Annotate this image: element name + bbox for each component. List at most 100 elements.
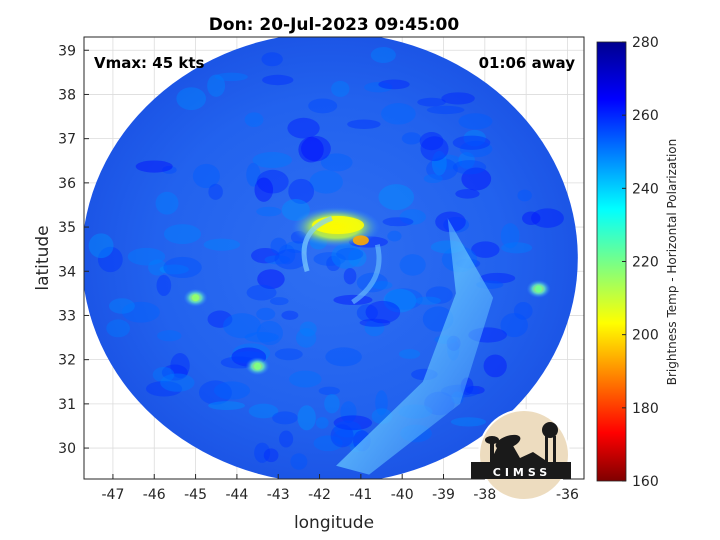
texture-blob: [320, 153, 353, 172]
texture-blob: [290, 453, 308, 470]
texture-blob: [256, 206, 282, 217]
axes-box: [83, 36, 585, 480]
time-away-annotation: 01:06 away: [479, 54, 576, 72]
texture-blob: [214, 72, 248, 82]
light-band: [336, 218, 494, 475]
texture-blob: [347, 119, 381, 130]
y-tick-label: 36: [58, 176, 76, 192]
texture-blob: [160, 373, 195, 392]
texture-blob: [452, 160, 487, 175]
texture-blob: [331, 80, 350, 97]
texture-blob: [340, 401, 357, 424]
texture-blob: [88, 233, 114, 259]
cimss-logo: CIMSS: [471, 409, 571, 501]
texture-blob: [450, 417, 487, 427]
texture-blob: [163, 224, 202, 245]
texture-blob: [309, 170, 343, 194]
x-tick-label: -42: [308, 487, 331, 503]
vmax-annotation: Vmax: 45 kts: [94, 54, 204, 72]
texture-blob: [417, 97, 446, 107]
texture-blob: [264, 255, 291, 265]
texture-blob: [269, 297, 289, 306]
texture-blob: [246, 284, 277, 301]
x-axis-title: longitude: [294, 513, 374, 533]
texture-blob: [378, 184, 415, 211]
texture-blob: [213, 381, 251, 400]
y-tick-label: 39: [58, 43, 76, 59]
texture-blob: [152, 366, 175, 383]
texture-blob: [419, 132, 444, 151]
texture-blob: [399, 209, 426, 225]
texture-blob: [263, 448, 279, 463]
texture-blob: [500, 312, 528, 338]
texture-blob: [330, 424, 354, 448]
y-tick-label: 33: [58, 308, 76, 324]
texture-blob: [458, 152, 475, 169]
texture-blob: [333, 420, 362, 438]
texture-blob: [501, 242, 533, 254]
texture-blob: [299, 321, 317, 337]
texture-blob: [420, 136, 449, 162]
y-axis-title: latitude: [33, 225, 53, 290]
x-tick-label: -46: [143, 487, 166, 503]
x-tick-label: -45: [184, 487, 207, 503]
texture-blob: [399, 254, 426, 276]
texture-blob: [331, 243, 362, 269]
texture-blob: [431, 150, 447, 176]
texture-blob: [244, 112, 264, 128]
x-tick-label: -38: [473, 487, 496, 503]
texture-blob: [223, 313, 261, 339]
x-tick-label: -40: [391, 487, 414, 503]
colorbar-label: Brightness Temp - Horizontal Polarizatio…: [665, 139, 679, 386]
x-tick-label: -39: [432, 487, 455, 503]
texture-blob: [198, 380, 232, 405]
texture-blob: [289, 370, 322, 388]
x-ticks: -47-46-45-44-43-42-41-40-39-38-37-36: [101, 474, 579, 503]
texture-blob: [248, 403, 279, 419]
texture-blob: [298, 136, 324, 163]
texture-blob: [145, 381, 183, 397]
rainband-spot-core: [254, 362, 262, 370]
texture-blob: [244, 332, 279, 343]
texture-blob: [256, 169, 289, 194]
texture-blob: [246, 162, 261, 187]
texture-blob: [461, 167, 492, 191]
texture-blob: [332, 427, 370, 447]
texture-blob: [287, 117, 320, 139]
colorbar: [596, 41, 627, 482]
cimss-logo-text: CIMSS: [493, 466, 551, 479]
texture-blob: [208, 401, 245, 410]
texture-blob: [155, 191, 179, 215]
texture-blob: [254, 442, 271, 463]
texture-blob: [465, 385, 485, 395]
texture-blob: [531, 208, 564, 228]
texture-blob: [441, 92, 475, 105]
texture-blob: [270, 237, 287, 255]
texture-blob: [325, 347, 362, 367]
y-tick-label: 37: [58, 132, 76, 148]
texture-blob: [156, 274, 172, 297]
texture-blob: [459, 140, 493, 158]
rainband-spot-core: [535, 285, 543, 293]
texture-blob: [426, 105, 465, 115]
spiral-band: [351, 244, 382, 305]
texture-blob: [252, 152, 293, 169]
texture-blob: [207, 310, 233, 328]
texture-blob: [108, 298, 135, 314]
texture-blob: [256, 320, 283, 346]
texture-blob: [463, 129, 486, 147]
texture-blob: [371, 281, 393, 290]
colorbar-tick-label: 220: [632, 255, 659, 271]
texture-blob: [157, 330, 182, 342]
texture-blob: [517, 189, 532, 202]
texture-blob: [262, 74, 294, 86]
texture-blob: [382, 217, 414, 227]
texture-blob: [251, 247, 280, 264]
texture-blob: [458, 113, 493, 130]
x-tick-label: -36: [556, 487, 579, 503]
texture-blob: [261, 52, 283, 67]
texture-blob: [192, 163, 220, 189]
texture-blob: [162, 165, 177, 174]
y-tick-label: 32: [58, 353, 76, 369]
texture-blob: [414, 296, 441, 305]
